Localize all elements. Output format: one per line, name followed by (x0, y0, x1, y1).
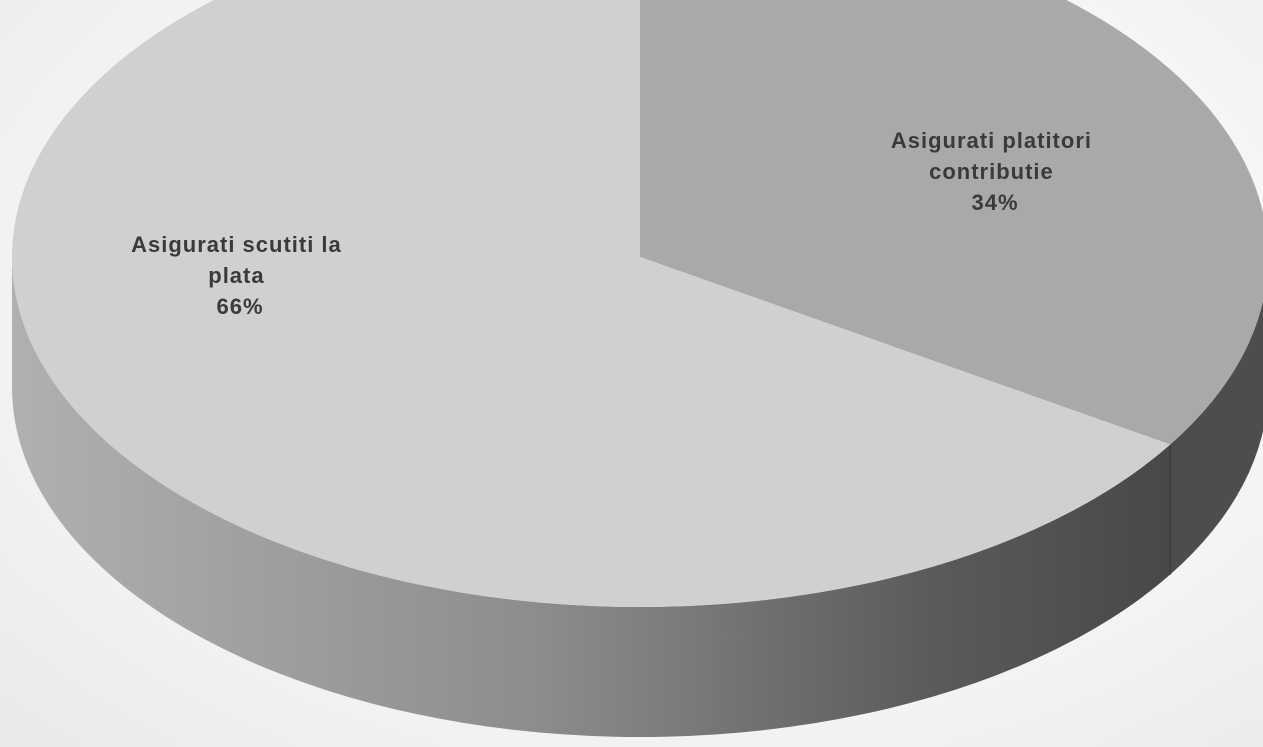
pie-side-wall-platitori-0 (1170, 301, 1263, 575)
slice-label-platitori-line-1: Asigurati platitori (891, 128, 1092, 153)
pie-top-layer (12, 0, 1263, 607)
slice-label-scutiti: Asigurati scutiti la plata 66% (131, 232, 349, 319)
pie-side-layer (12, 257, 1263, 737)
slice-label-platitori-line-2: contributie (929, 159, 1054, 184)
slice-label-platitori: Asigurati platitori contributie 34% (891, 128, 1099, 215)
slice-value-platitori: 34% (971, 190, 1018, 215)
pie-label-layer: Asigurati platitori contributie 34% Asig… (131, 128, 1099, 319)
slice-label-scutiti-line-2: plata (208, 263, 264, 288)
pie-slice-platitori (640, 0, 1263, 445)
slice-label-scutiti-line-1: Asigurati scutiti la (131, 232, 342, 257)
pie-side-wall-scutiti-0 (12, 257, 1171, 737)
pie-slice-scutiti (12, 0, 1171, 607)
slice-value-scutiti: 66% (216, 294, 263, 319)
